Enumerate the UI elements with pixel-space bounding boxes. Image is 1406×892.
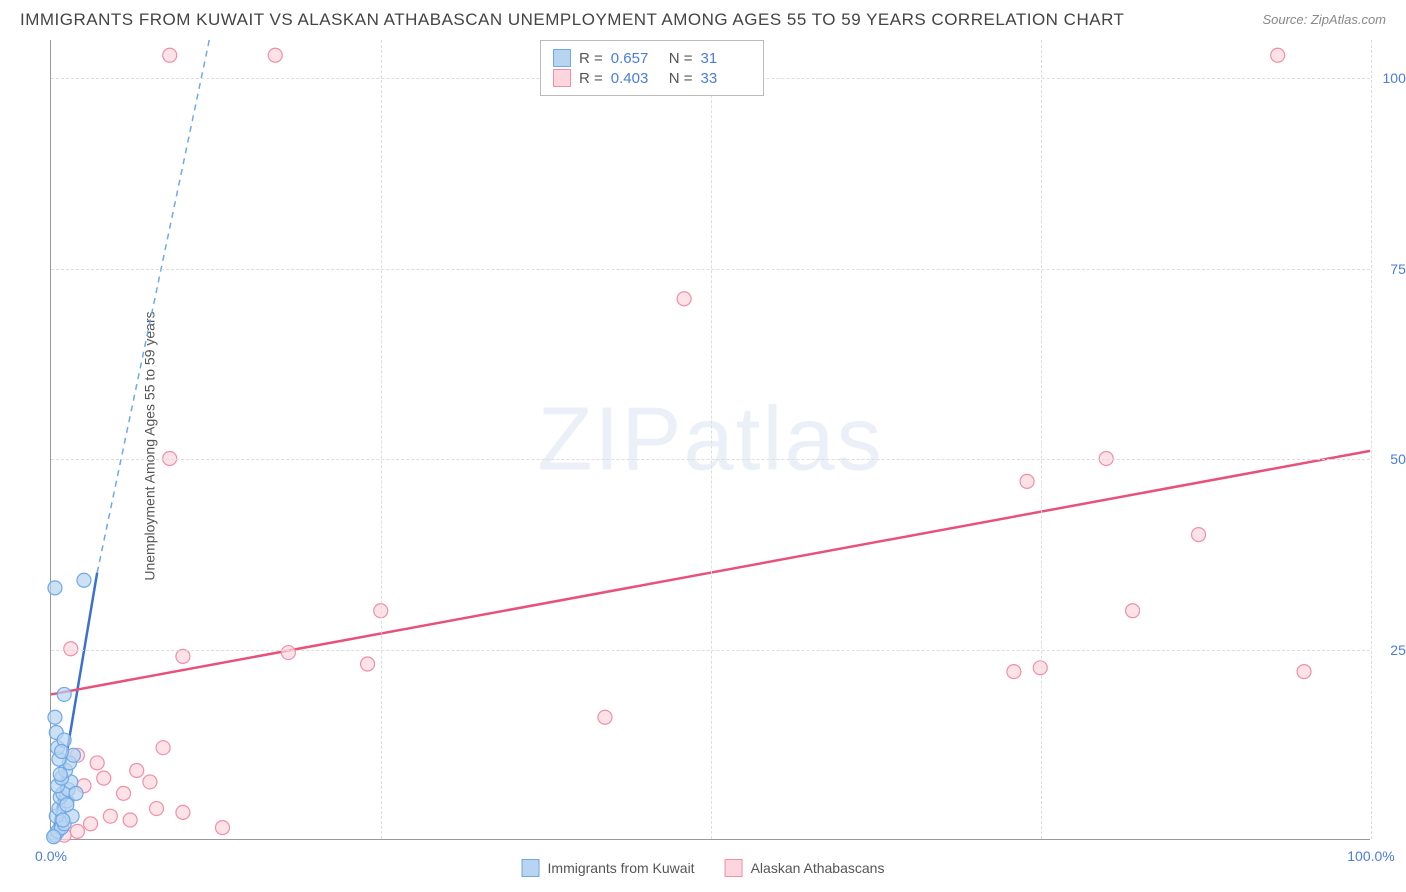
stats-row-2: R = 0.403 N = 33 bbox=[553, 69, 751, 87]
legend-label-athabascan: Alaskan Athabascans bbox=[751, 860, 885, 876]
legend-swatch-kuwait bbox=[522, 859, 540, 877]
legend-item-kuwait: Immigrants from Kuwait bbox=[522, 859, 695, 877]
x-tick-label: 0.0% bbox=[35, 848, 67, 864]
y-tick-label: 100.0% bbox=[1375, 70, 1406, 86]
chart-title: IMMIGRANTS FROM KUWAIT VS ALASKAN ATHABA… bbox=[20, 10, 1124, 30]
source-label: Source: ZipAtlas.com bbox=[1262, 12, 1386, 27]
legend-label-kuwait: Immigrants from Kuwait bbox=[548, 860, 695, 876]
y-tick-label: 75.0% bbox=[1375, 261, 1406, 277]
y-tick-label: 25.0% bbox=[1375, 642, 1406, 658]
legend-item-athabascan: Alaskan Athabascans bbox=[725, 859, 885, 877]
r-label: R = bbox=[579, 70, 603, 87]
bottom-legend: Immigrants from Kuwait Alaskan Athabasca… bbox=[522, 859, 885, 877]
n-label: N = bbox=[669, 70, 693, 87]
n-value-1: 31 bbox=[701, 50, 751, 67]
swatch-athabascan bbox=[553, 69, 571, 87]
stats-legend: R = 0.657 N = 31 R = 0.403 N = 33 bbox=[540, 40, 764, 96]
x-tick-label: 100.0% bbox=[1347, 848, 1394, 864]
swatch-kuwait bbox=[553, 49, 571, 67]
legend-swatch-athabascan bbox=[725, 859, 743, 877]
plot-area: ZIPatlas 25.0%50.0%75.0%100.0%0.0%100.0% bbox=[50, 40, 1370, 840]
y-tick-label: 50.0% bbox=[1375, 451, 1406, 467]
stats-row-1: R = 0.657 N = 31 bbox=[553, 49, 751, 67]
r-value-2: 0.403 bbox=[611, 70, 661, 87]
n-label: N = bbox=[669, 50, 693, 67]
r-value-1: 0.657 bbox=[611, 50, 661, 67]
r-label: R = bbox=[579, 50, 603, 67]
n-value-2: 33 bbox=[701, 70, 751, 87]
